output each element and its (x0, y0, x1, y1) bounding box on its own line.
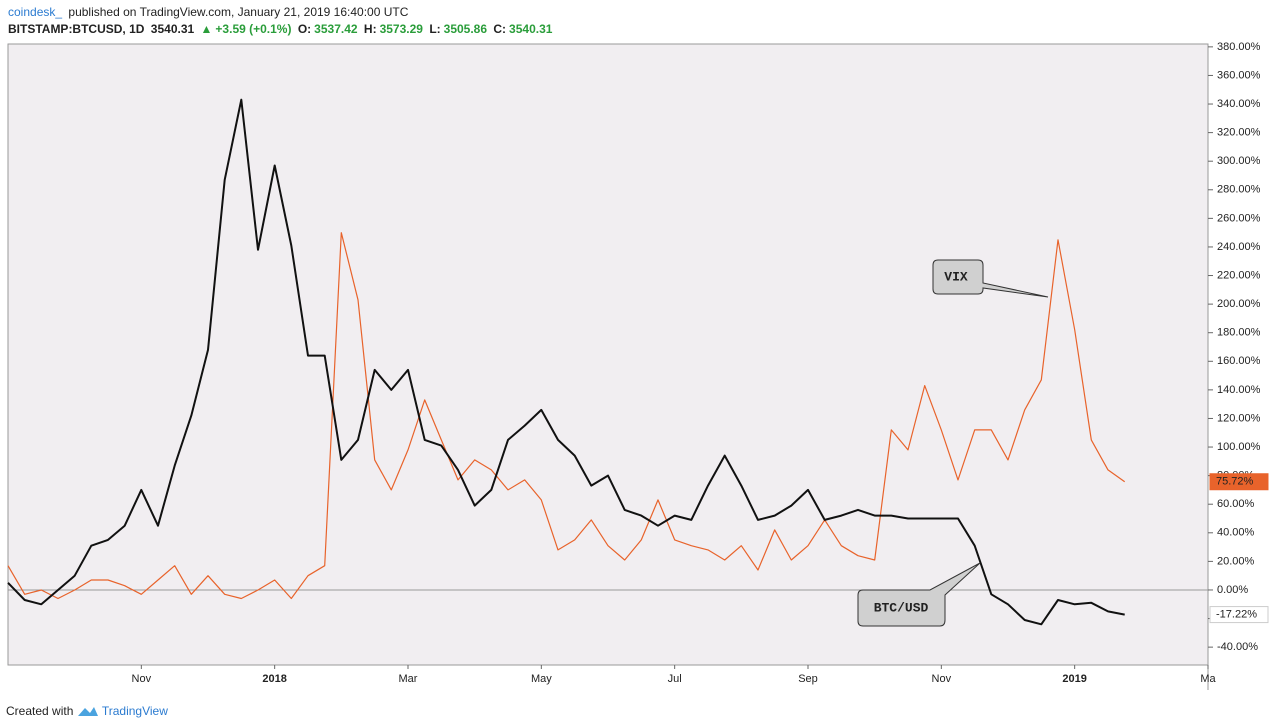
y-tick-label: -40.00% (1217, 641, 1258, 653)
footer: Created with TradingView (6, 703, 168, 718)
created-with: Created with (6, 704, 74, 718)
published: published on TradingView.com, January 21… (68, 5, 409, 19)
y-tick-label: 60.00% (1217, 498, 1255, 510)
btc-callout (857, 562, 981, 627)
y-tick-label: 140.00% (1217, 384, 1261, 396)
change: +3.59 (+0.1%) (215, 22, 292, 36)
chart: VIX BTC/USD -40.00%-20.00%0.00%20.00%40.… (7, 41, 1269, 690)
y-tick-label: 240.00% (1217, 241, 1261, 253)
y-tick-label: 360.00% (1217, 69, 1261, 81)
y-tick-label: 300.00% (1217, 155, 1261, 167)
vix-callout-text: VIX (944, 269, 968, 284)
y-tick-label: 320.00% (1217, 127, 1261, 139)
y-tick-label: 40.00% (1217, 527, 1255, 539)
y-tick-label: 340.00% (1217, 98, 1261, 110)
close-label: C: (493, 22, 507, 36)
y-tick-label: 100.00% (1217, 441, 1261, 453)
y-tick-label: 0.00% (1217, 584, 1248, 596)
high-label: H: (363, 22, 377, 36)
vix-callout (932, 259, 1049, 298)
close: 3540.31 (509, 22, 553, 36)
y-tick-label: 120.00% (1217, 412, 1261, 424)
x-tick-label: Nov (132, 673, 152, 685)
x-tick-label: Sep (798, 673, 818, 685)
y-tick-label: 220.00% (1217, 269, 1261, 281)
last-value-box (1209, 473, 1269, 491)
last-value-box (1209, 606, 1269, 624)
logo (77, 707, 98, 716)
change-arrow: ▲ (200, 22, 213, 36)
open-label: O: (297, 22, 312, 36)
y-tick-label: 20.00% (1217, 555, 1255, 567)
symbol: BITSTAMP:BTCUSD, 1D (8, 22, 145, 36)
open: 3537.42 (314, 22, 358, 36)
y-tick-label: 380.00% (1217, 41, 1261, 53)
high: 3573.29 (379, 22, 423, 36)
btc-callout-text: BTC/USD (874, 600, 929, 615)
x-tick-label: Jul (668, 673, 682, 685)
plot-area (7, 43, 1209, 666)
last-value-label: -17.22% (1216, 608, 1257, 620)
last-value-label: 75.72% (1216, 476, 1254, 488)
author[interactable]: coindesk_ (8, 5, 63, 19)
x-tick-label: Ma (1200, 673, 1216, 685)
header-line-1: coindesk_ published on TradingView.com, … (8, 5, 411, 19)
brand[interactable]: TradingView (101, 704, 168, 718)
x-tick-label: Mar (399, 673, 418, 685)
y-tick-label: 280.00% (1217, 184, 1261, 196)
plot-layer (7, 98, 1208, 626)
series-line (7, 98, 1125, 626)
header-line-2: BITSTAMP:BTCUSD, 1D 3540.31 ▲ +3.59 (+0.1… (8, 22, 555, 36)
y-tick-label: 160.00% (1217, 355, 1261, 367)
x-tick-label: Nov (932, 673, 952, 685)
y-tick-label: 200.00% (1217, 298, 1261, 310)
x-tick-label: 2019 (1062, 673, 1086, 685)
y-tick-label: 180.00% (1217, 327, 1261, 339)
low: 3505.86 (443, 22, 488, 36)
x-tick-label: May (531, 673, 552, 685)
x-tick-label: 2018 (262, 673, 286, 685)
y-tick-label: 260.00% (1217, 212, 1261, 224)
series-line (7, 232, 1126, 600)
low-label: L: (429, 22, 441, 36)
price: 3540.31 (150, 22, 195, 36)
